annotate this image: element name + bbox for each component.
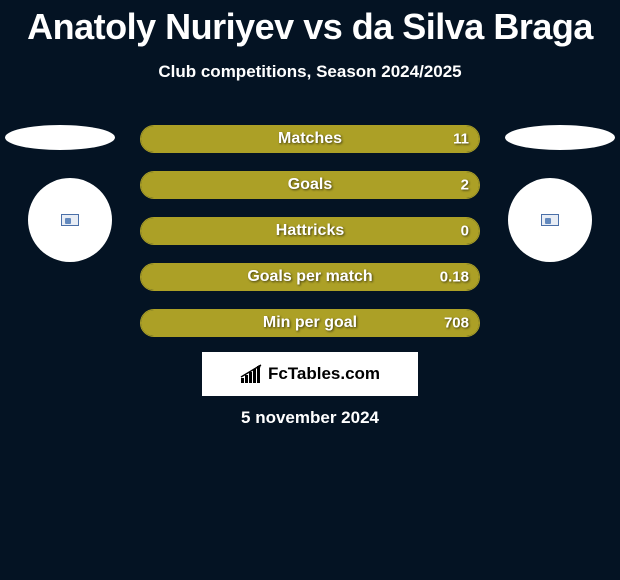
date-line: 5 november 2024 [0, 408, 620, 428]
stat-bar-label: Matches [278, 130, 342, 148]
stat-bar-label: Min per goal [263, 314, 357, 332]
stat-bar-label: Goals per match [247, 268, 372, 286]
stat-bar-value: 2 [461, 177, 469, 194]
stat-bar-label: Goals [288, 176, 332, 194]
stat-bar-value: 0 [461, 223, 469, 240]
player-right-avatar [508, 178, 592, 262]
placeholder-icon [541, 214, 559, 226]
player-left-avatar [28, 178, 112, 262]
subtitle: Club competitions, Season 2024/2025 [0, 62, 620, 82]
stat-bar: Hattricks 0 [140, 217, 480, 245]
player-left-banner [5, 125, 115, 150]
logo-text: FcTables.com [268, 364, 380, 384]
stat-bar: Min per goal 708 [140, 309, 480, 337]
stat-bar: Matches 11 [140, 125, 480, 153]
stat-bar: Goals 2 [140, 171, 480, 199]
logo-box: FcTables.com [202, 352, 418, 396]
stat-bar-value: 0.18 [440, 269, 469, 286]
stat-bar-label: Hattricks [276, 222, 344, 240]
page-title: Anatoly Nuriyev vs da Silva Braga [0, 0, 620, 48]
player-right-banner [505, 125, 615, 150]
stat-bars: Matches 11 Goals 2 Hattricks 0 Goals per match… [140, 125, 480, 355]
stat-bar-value: 11 [453, 131, 469, 148]
stat-bar-value: 708 [444, 315, 469, 332]
bar-chart-icon [240, 364, 264, 384]
stat-bar: Goals per match 0.18 [140, 263, 480, 291]
placeholder-icon [61, 214, 79, 226]
